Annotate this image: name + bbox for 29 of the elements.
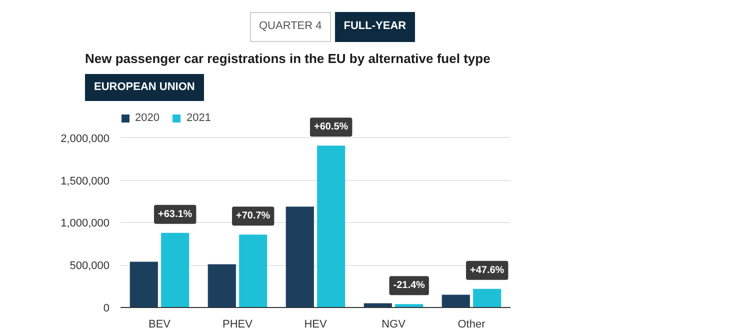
annotation: +47.6%	[470, 265, 504, 276]
y-tick-label: 1,500,000	[60, 176, 110, 188]
y-tick-label: 500,000	[70, 260, 110, 273]
chart-title: New passenger car registrations in the EU by alternative fuel type	[85, 50, 490, 68]
text: EUROPEAN UNION	[94, 80, 195, 95]
bar	[473, 289, 502, 308]
annotation: +70.7%	[236, 210, 270, 222]
annotation: -21.4%	[393, 280, 426, 292]
bar	[239, 234, 268, 308]
x-tick-label: PHEV	[222, 318, 254, 331]
x-tick-label: Other	[458, 318, 486, 331]
x-tick-label: HEV	[304, 318, 328, 331]
bar	[286, 207, 314, 308]
legend-label: 2020	[135, 112, 160, 124]
legend-label: 2021	[186, 112, 211, 124]
bar	[208, 264, 236, 308]
bar	[161, 233, 190, 308]
y-tick-label: 2,000,000	[60, 133, 110, 146]
text: QUARTER 4	[259, 19, 322, 34]
text: FULL-YEAR	[344, 19, 406, 34]
y-tick-label: 1,000,000	[60, 218, 110, 230]
annotation: +63.1%	[158, 209, 192, 220]
bar	[130, 262, 158, 308]
y-tick-label: 0	[103, 302, 110, 315]
x-tick-label: BEV	[148, 318, 172, 331]
bar	[317, 146, 346, 308]
x-tick-label: NGV	[382, 318, 406, 331]
annotation: +60.5%	[314, 122, 348, 133]
bar	[442, 295, 470, 308]
